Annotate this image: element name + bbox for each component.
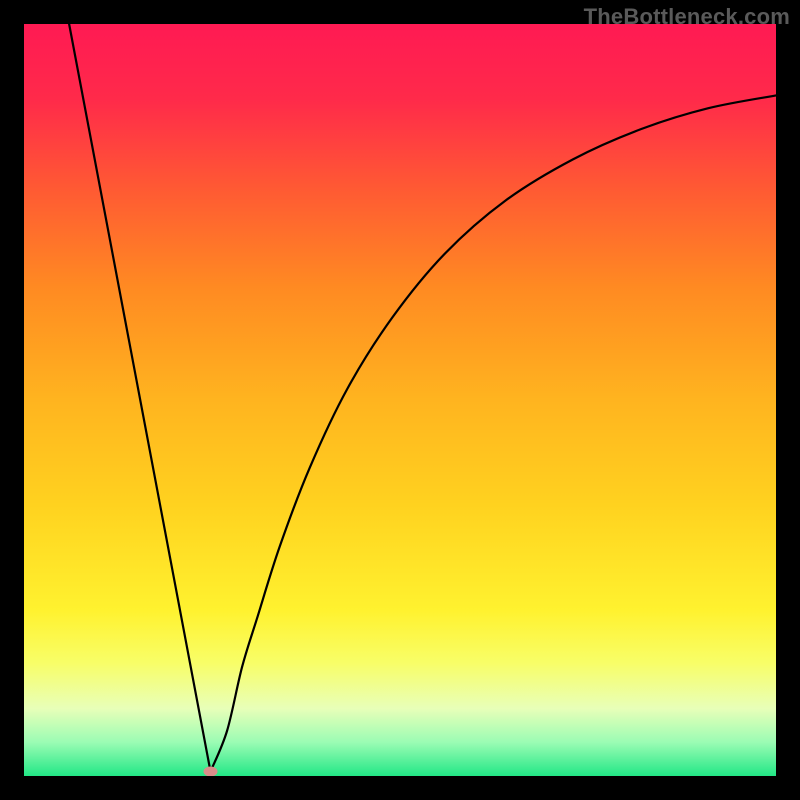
plot-background [24, 24, 776, 776]
chart-svg [0, 0, 800, 800]
bottleneck-chart: TheBottleneck.com [0, 0, 800, 800]
min-point-marker [203, 766, 217, 776]
watermark-text: TheBottleneck.com [584, 4, 790, 30]
